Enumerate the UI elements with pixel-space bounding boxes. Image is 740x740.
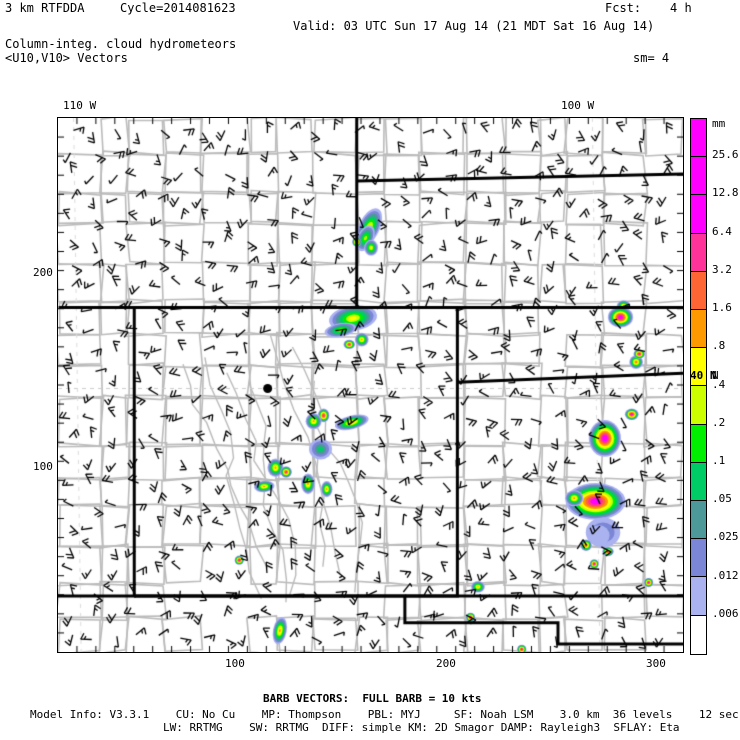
colorbar-label-2: 6.4 — [712, 224, 732, 238]
map-plot-area[interactable] — [57, 117, 684, 653]
colorbar-band-9 — [691, 462, 706, 502]
valid-time-label: Valid: 03 UTC Sun 17 Aug 14 (21 MDT Sat … — [293, 19, 655, 33]
colorbar-band-4 — [691, 271, 706, 311]
colorbar-band-10 — [691, 501, 706, 540]
colorbar-band-8 — [691, 424, 706, 463]
field-name-label: Column-integ. cloud hydrometeors — [5, 37, 237, 51]
model-resolution-label: 3 km RTFDDA — [5, 1, 85, 15]
colorbar-band-1 — [691, 157, 706, 196]
forecast-hour-label: Fcst: 4 h — [605, 1, 692, 15]
x-axis-tick-300: 300 — [646, 657, 666, 670]
colorbar-label-10: .025 — [712, 530, 739, 544]
y-axis-tick-100: 100 — [33, 460, 53, 473]
top-axis-label-110w: 110 W — [63, 99, 97, 112]
model-info-line-1: Model Info: V3.3.1 CU: No Cu MP: Thompso… — [30, 708, 739, 721]
colorbar-label-6: .4 — [712, 377, 726, 391]
colorbar-label-11: .012 — [712, 568, 739, 582]
latitude-40n-marker: 40 N — [690, 369, 717, 382]
colorbar-scale[interactable] — [690, 118, 707, 655]
top-axis-label-100w: 100 W — [561, 99, 595, 112]
colorbar-band-0 — [691, 119, 706, 158]
colorbar-label-4: 1.6 — [712, 301, 732, 315]
colorbar-band-13 — [691, 615, 706, 654]
colorbar-units-label: mm — [712, 117, 726, 130]
colorbar-label-8: .1 — [712, 453, 726, 467]
colorbar-label-0: 25.6 — [712, 148, 739, 162]
colorbar-label-7: .2 — [712, 415, 726, 429]
x-axis-tick-100: 100 — [225, 657, 245, 670]
lat-n-label: N — [712, 369, 719, 382]
barb-legend-note: BARB VECTORS: FULL BARB = 10 kts — [263, 692, 482, 705]
colorbar-label-9: .05 — [712, 492, 732, 506]
colorbar-band-7 — [691, 386, 706, 425]
colorbar-band-6 — [691, 348, 706, 387]
colorbar-band-11 — [691, 539, 706, 578]
colorbar-label-3: 3.2 — [712, 262, 732, 276]
weather-map-canvas[interactable] — [58, 118, 683, 652]
colorbar-band-12 — [691, 577, 706, 616]
vector-field-label: <U10,V10> Vectors — [5, 51, 128, 65]
y-axis-tick-200: 200 — [33, 266, 53, 279]
smoothing-label: sm= 4 — [633, 51, 670, 65]
colorbar-label-5: .8 — [712, 339, 726, 353]
colorbar-band-2 — [691, 195, 706, 234]
cycle-label: Cycle=2014081623 — [120, 1, 236, 15]
colorbar-label-1: 12.8 — [712, 186, 739, 200]
model-info-line-2: LW: RRTMG SW: RRTMG DIFF: simple KM: 2D … — [163, 721, 680, 734]
colorbar-label-12: .006 — [712, 606, 739, 620]
x-axis-tick-200: 200 — [436, 657, 456, 670]
colorbar-band-5 — [691, 310, 706, 349]
colorbar-band-3 — [691, 233, 706, 272]
